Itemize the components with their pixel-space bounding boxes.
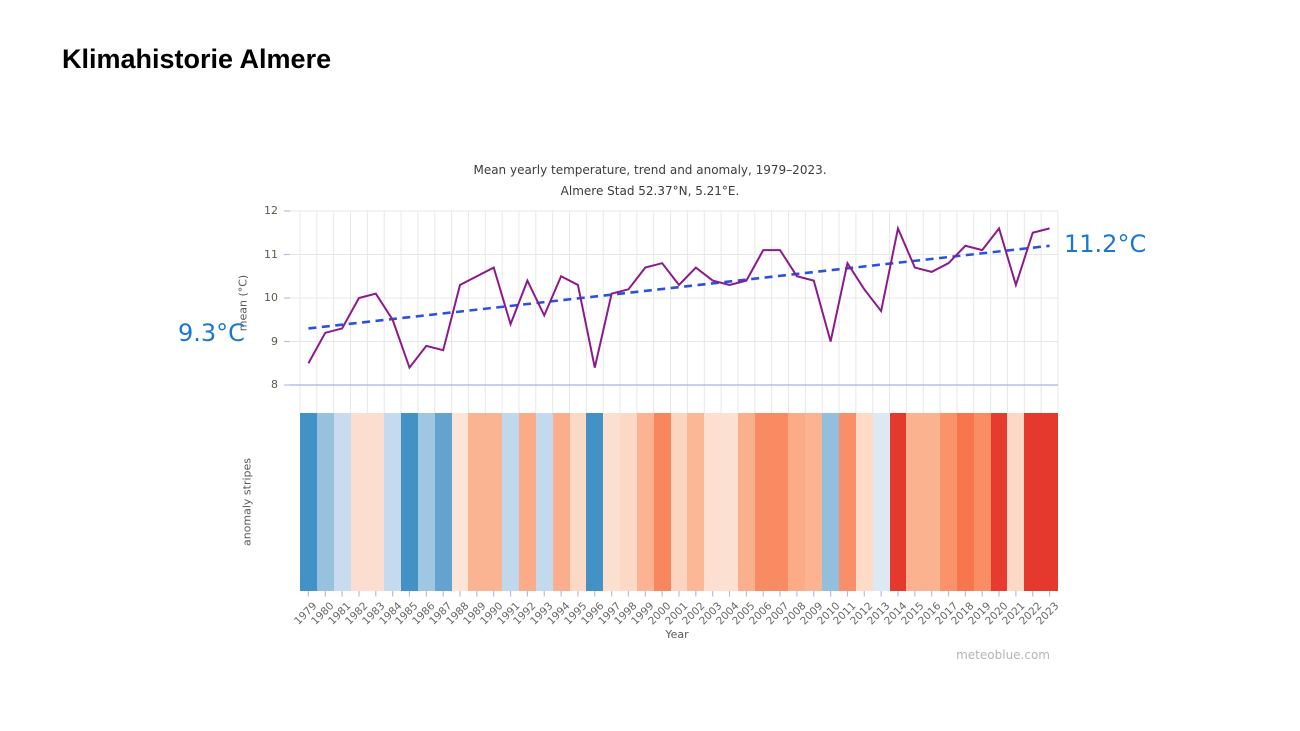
stripe-1995 <box>569 413 587 591</box>
stripe-1998 <box>620 413 637 591</box>
stripe-1990 <box>485 413 503 591</box>
stripe-2023 <box>1041 413 1058 591</box>
stripe-1981 <box>333 413 351 591</box>
stripe-1980 <box>316 413 334 591</box>
stripe-1989 <box>468 413 486 591</box>
stripe-2019 <box>973 413 991 591</box>
trend-line <box>308 244 1050 330</box>
stripe-1999 <box>636 413 654 591</box>
horizontal-gridlines <box>290 210 1058 386</box>
stripe-1988 <box>451 413 469 591</box>
y-tick-8: 8 <box>271 378 278 391</box>
mean-temperature-line <box>307 225 1050 370</box>
chart-title: Mean yearly temperature, trend and anoma… <box>473 163 827 177</box>
stripe-1984 <box>384 413 402 591</box>
x-tick-marks <box>307 591 1051 597</box>
stripe-2016 <box>923 413 941 591</box>
page-title: Klimahistorie Almere <box>62 44 332 74</box>
stripe-1994 <box>552 413 570 591</box>
stripe-2005 <box>737 413 755 591</box>
y-tick-9: 9 <box>271 334 278 348</box>
y-tick-11: 11 <box>264 247 278 261</box>
trend-start-value: 9.3°C <box>178 319 245 347</box>
x-axis-label: Year <box>665 628 689 641</box>
y-tick-marks <box>284 210 290 386</box>
stripe-2001 <box>670 413 688 591</box>
anomaly-stripes <box>300 413 1058 591</box>
stripe-2017 <box>940 413 957 591</box>
vertical-gridlines <box>299 211 1059 413</box>
stripe-1987 <box>434 413 452 591</box>
stripe-2003 <box>704 413 722 591</box>
stripe-1997 <box>603 413 621 591</box>
stripe-1993 <box>535 413 553 591</box>
stripe-1985 <box>401 413 418 591</box>
watermark: meteoblue.com <box>956 648 1050 662</box>
stripe-2009 <box>805 413 823 591</box>
stripe-1979 <box>300 413 317 591</box>
stripe-1992 <box>518 413 536 591</box>
chart-subtitle: Almere Stad 52.37°N, 5.21°E. <box>560 184 740 198</box>
stripe-2008 <box>788 413 806 591</box>
stripe-2015 <box>906 413 924 591</box>
stripe-1986 <box>417 413 435 591</box>
trend-end-value: 11.2°C <box>1064 230 1147 258</box>
stripe-2018 <box>956 413 974 591</box>
stripe-2022 <box>1024 413 1042 591</box>
stripe-2012 <box>855 413 873 591</box>
stripe-2004 <box>721 413 738 591</box>
stripe-2013 <box>872 413 890 591</box>
stripe-2000 <box>653 413 671 591</box>
stripe-2006 <box>754 413 772 591</box>
stripe-2010 <box>822 413 839 591</box>
y-tick-12: 12 <box>264 204 278 217</box>
stripe-2021 <box>1007 413 1025 591</box>
stripe-1996 <box>586 413 604 591</box>
y-tick-10: 10 <box>264 291 278 304</box>
stripe-2020 <box>990 413 1008 591</box>
stripe-2014 <box>889 413 907 591</box>
stripe-2011 <box>839 413 856 591</box>
stripe-1982 <box>350 413 368 591</box>
stripe-1983 <box>367 413 385 591</box>
stripe-1991 <box>502 413 519 591</box>
stripe-2002 <box>687 413 705 591</box>
stripes-axis-label: anomaly stripes <box>240 457 254 547</box>
stripe-2007 <box>771 413 789 591</box>
